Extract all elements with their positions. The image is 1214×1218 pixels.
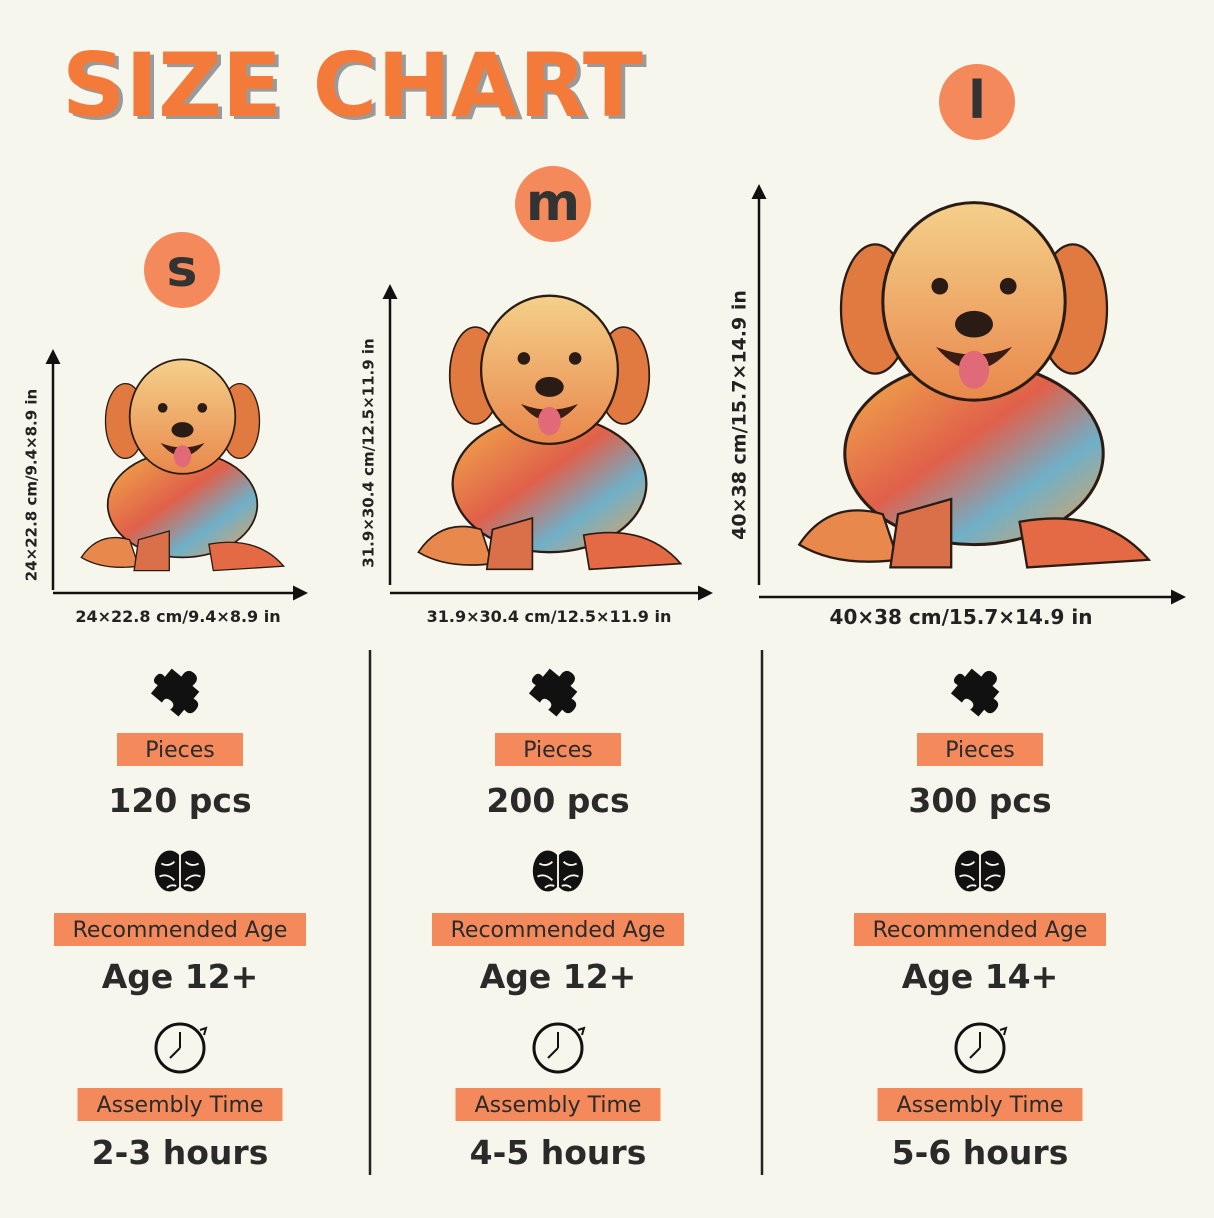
pieces-value: 300 pcs (908, 781, 1051, 820)
label-text: Pieces (523, 738, 593, 763)
dog-image (797, 200, 1151, 570)
height-label: 40×38 cm/15.7×14.9 in (729, 290, 751, 540)
brain-icon (153, 849, 207, 893)
label-text: Assembly Time (97, 1093, 264, 1118)
label-pill (854, 913, 1106, 946)
size-badge (515, 166, 591, 242)
time-value: 2-3 hours (92, 1133, 269, 1172)
height-label: 24×22.8 cm/9.4×8.9 in (23, 389, 41, 581)
pieces-value: 200 pcs (486, 781, 629, 820)
brain-icon (531, 849, 585, 893)
age-value: Age 14+ (902, 957, 1059, 996)
dog-image (80, 358, 285, 572)
time-value: 5-6 hours (892, 1133, 1069, 1172)
label-text: Recommended Age (451, 918, 666, 943)
label-pill (77, 1088, 283, 1121)
clock-icon (532, 1022, 586, 1074)
size-letter: s (167, 239, 198, 299)
label-pill (455, 1088, 661, 1121)
label-text: Pieces (145, 738, 215, 763)
time-value: 4-5 hours (470, 1133, 647, 1172)
size-badge (939, 64, 1015, 140)
width-label: 40×38 cm/15.7×14.9 in (830, 605, 1093, 629)
brain-icon (953, 849, 1007, 893)
puzzle-icon (528, 660, 588, 720)
clock-icon (154, 1022, 208, 1074)
label-pill (117, 733, 243, 766)
label-pill (917, 733, 1043, 766)
label-pill (54, 913, 306, 946)
label-pill (432, 913, 684, 946)
width-label: 31.9×30.4 cm/12.5×11.9 in (427, 607, 672, 626)
width-label: 24×22.8 cm/9.4×8.9 in (75, 607, 280, 626)
title: SIZE CHART (62, 34, 643, 137)
label-text: Recommended Age (873, 918, 1088, 943)
clock-icon (954, 1022, 1008, 1074)
label-pill (877, 1088, 1083, 1121)
puzzle-icon (950, 660, 1010, 720)
puzzle-icon (150, 660, 210, 720)
label-text: Recommended Age (73, 918, 288, 943)
height-label: 31.9×30.4 cm/12.5×11.9 in (360, 338, 378, 567)
label-text: Pieces (945, 738, 1015, 763)
label-text: Assembly Time (897, 1093, 1064, 1118)
pieces-value: 120 pcs (108, 781, 251, 820)
label-text: Assembly Time (475, 1093, 642, 1118)
label-pill (495, 733, 621, 766)
title-shadow: SIZE CHART (66, 37, 647, 140)
age-value: Age 12+ (102, 957, 259, 996)
size-badge (144, 232, 220, 308)
dog-image (416, 294, 683, 571)
size-letter: m (526, 173, 580, 233)
age-value: Age 12+ (480, 957, 637, 996)
size-letter: l (968, 71, 986, 131)
